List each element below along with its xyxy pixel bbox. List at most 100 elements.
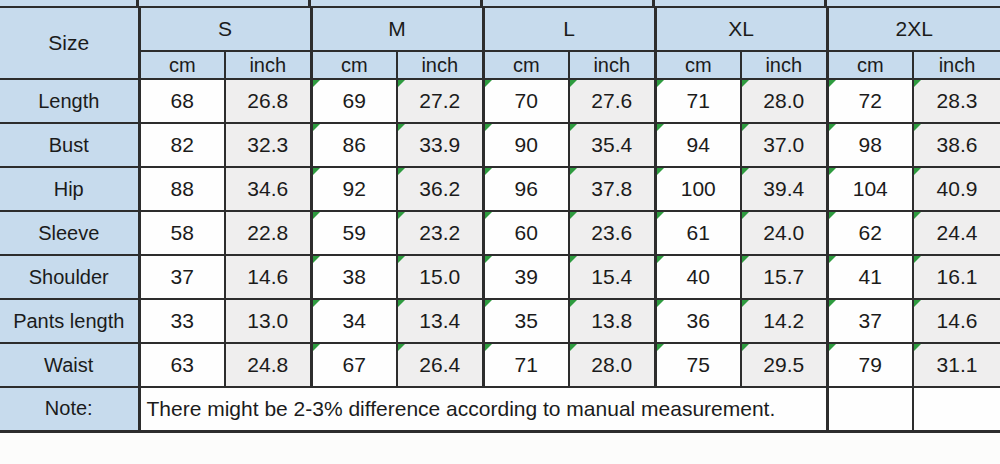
value-cell: 36 [655, 299, 741, 343]
value-cell: 37 [827, 299, 913, 343]
value-cell: 26.4 [397, 343, 483, 387]
row-label: Hip [0, 167, 139, 211]
value-cell: 28.0 [569, 343, 655, 387]
value-cell: 33 [139, 299, 225, 343]
value-cell: 40 [655, 255, 741, 299]
value-cell: 28.0 [741, 79, 827, 123]
value-cell: 62 [827, 211, 913, 255]
value-cell: 23.6 [569, 211, 655, 255]
value-cell: 36.2 [397, 167, 483, 211]
value-cell: 16.1 [913, 255, 1000, 299]
note-empty-cell [827, 387, 913, 431]
value-cell: 100 [655, 167, 741, 211]
crop-strip-segment [311, 0, 483, 6]
value-cell: 27.6 [569, 79, 655, 123]
value-cell: 72 [827, 79, 913, 123]
unit-header-row: cm inch cm inch cm inch cm inch cm inch [0, 51, 1000, 79]
value-cell: 23.2 [397, 211, 483, 255]
value-cell: 58 [139, 211, 225, 255]
value-cell: 82 [139, 123, 225, 167]
note-empty-cell [913, 387, 1000, 431]
value-cell: 28.3 [913, 79, 1000, 123]
value-cell: 32.3 [225, 123, 311, 167]
value-cell: 70 [483, 79, 569, 123]
value-cell: 37 [139, 255, 225, 299]
value-cell: 15.0 [397, 255, 483, 299]
table-row: Pants length3313.03413.43513.83614.23714… [0, 299, 1000, 343]
table-row: Hip8834.69236.29637.810039.410440.9 [0, 167, 1000, 211]
value-cell: 79 [827, 343, 913, 387]
unit-header-cm: cm [827, 51, 913, 79]
value-cell: 61 [655, 211, 741, 255]
value-cell: 27.2 [397, 79, 483, 123]
crop-strip-segment [827, 0, 1000, 6]
value-cell: 14.6 [913, 299, 1000, 343]
value-cell: 34 [311, 299, 397, 343]
value-cell: 22.8 [225, 211, 311, 255]
row-label: Length [0, 79, 139, 123]
value-cell: 63 [139, 343, 225, 387]
value-cell: 39.4 [741, 167, 827, 211]
size-chart-table: Size S M L XL 2XL cm inch cm inch cm inc… [0, 6, 1000, 433]
value-cell: 90 [483, 123, 569, 167]
unit-header-cm: cm [311, 51, 397, 79]
row-label: Shoulder [0, 255, 139, 299]
value-cell: 59 [311, 211, 397, 255]
value-cell: 14.6 [225, 255, 311, 299]
value-cell: 29.5 [741, 343, 827, 387]
value-cell: 92 [311, 167, 397, 211]
value-cell: 86 [311, 123, 397, 167]
value-cell: 13.8 [569, 299, 655, 343]
value-cell: 104 [827, 167, 913, 211]
value-cell: 37.8 [569, 167, 655, 211]
size-header-cell: Size [0, 7, 139, 79]
value-cell: 24.0 [741, 211, 827, 255]
value-cell: 34.6 [225, 167, 311, 211]
row-label: Pants length [0, 299, 139, 343]
size-group-header-row: Size S M L XL 2XL [0, 7, 1000, 51]
value-cell: 96 [483, 167, 569, 211]
crop-strip-segment [139, 0, 311, 6]
unit-header-inch: inch [397, 51, 483, 79]
unit-header-cm: cm [655, 51, 741, 79]
value-cell: 67 [311, 343, 397, 387]
table-row: Waist6324.86726.47128.07529.57931.1 [0, 343, 1000, 387]
value-cell: 13.0 [225, 299, 311, 343]
value-cell: 71 [483, 343, 569, 387]
value-cell: 75 [655, 343, 741, 387]
value-cell: 38.6 [913, 123, 1000, 167]
size-chart: Size S M L XL 2XL cm inch cm inch cm inc… [0, 0, 1000, 464]
row-label: Sleeve [0, 211, 139, 255]
value-cell: 33.9 [397, 123, 483, 167]
table-row: Shoulder3714.63815.03915.44015.74116.1 [0, 255, 1000, 299]
value-cell: 60 [483, 211, 569, 255]
note-row: Note: There might be 2-3% difference acc… [0, 387, 1000, 431]
size-header-2xl: 2XL [827, 7, 1000, 51]
value-cell: 24.8 [225, 343, 311, 387]
value-cell: 24.4 [913, 211, 1000, 255]
value-cell: 35 [483, 299, 569, 343]
value-cell: 26.8 [225, 79, 311, 123]
table-row: Sleeve5822.85923.26023.66124.06224.4 [0, 211, 1000, 255]
value-cell: 15.4 [569, 255, 655, 299]
unit-header-inch: inch [569, 51, 655, 79]
size-header-m: M [311, 7, 483, 51]
crop-strip-segment [655, 0, 827, 6]
unit-header-cm: cm [483, 51, 569, 79]
row-label: Bust [0, 123, 139, 167]
value-cell: 40.9 [913, 167, 1000, 211]
cropped-row-top [0, 0, 1000, 6]
table-row: Length6826.86927.27027.67128.07228.3 [0, 79, 1000, 123]
value-cell: 41 [827, 255, 913, 299]
value-cell: 68 [139, 79, 225, 123]
table-row: Bust8232.38633.99035.49437.09838.6 [0, 123, 1000, 167]
value-cell: 88 [139, 167, 225, 211]
size-chart-body: Length6826.86927.27027.67128.07228.3Bust… [0, 79, 1000, 387]
size-header-l: L [483, 7, 655, 51]
unit-header-inch: inch [225, 51, 311, 79]
value-cell: 13.4 [397, 299, 483, 343]
value-cell: 37.0 [741, 123, 827, 167]
note-label-cell: Note: [0, 387, 139, 431]
unit-header-cm: cm [139, 51, 225, 79]
crop-strip-segment [0, 0, 139, 6]
